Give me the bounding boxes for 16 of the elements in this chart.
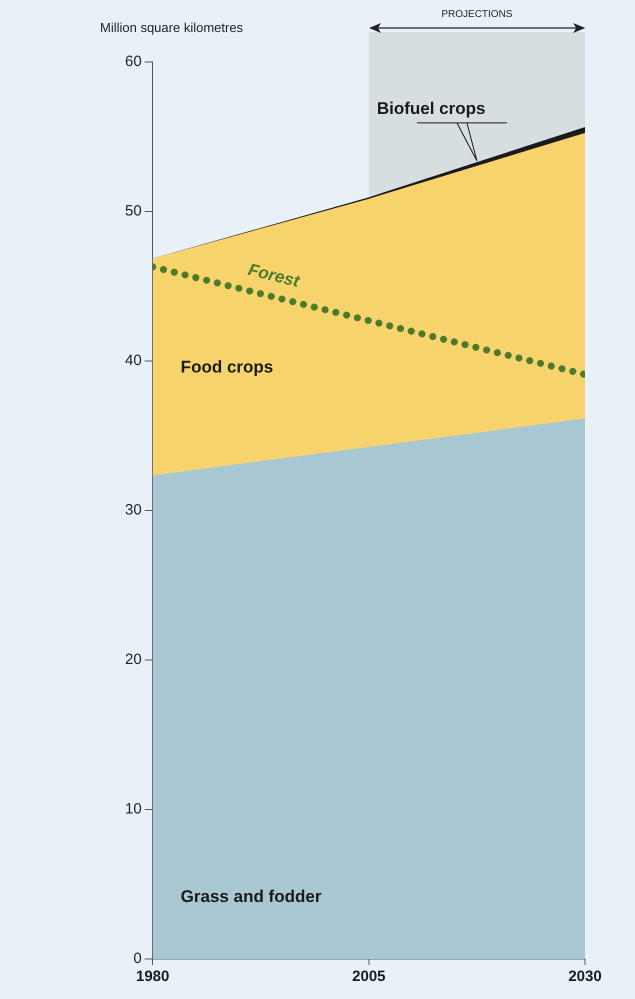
y-axis-title: Million square kilometres: [100, 20, 244, 35]
y-tick-label: 40: [124, 352, 142, 370]
y-tick-label: 0: [133, 950, 142, 968]
band-label: PROJECTIONS: [441, 9, 513, 20]
y-tick-label: 20: [124, 651, 142, 668]
y-tick-label: 10: [124, 800, 142, 818]
y-tick-label: 50: [124, 202, 142, 220]
series-label: Food crops: [180, 357, 274, 376]
y-tick-label: 60: [124, 53, 142, 70]
text: Forest: [246, 260, 303, 292]
series-label: Grass and fodder: [180, 887, 322, 906]
text: Biofuel crops: [376, 99, 486, 118]
x-tick-label: 2005: [352, 968, 386, 986]
x-tick-label: 2030: [568, 968, 602, 986]
x-tick-label: 1980: [136, 968, 170, 986]
y-tick-label: 30: [124, 502, 142, 519]
